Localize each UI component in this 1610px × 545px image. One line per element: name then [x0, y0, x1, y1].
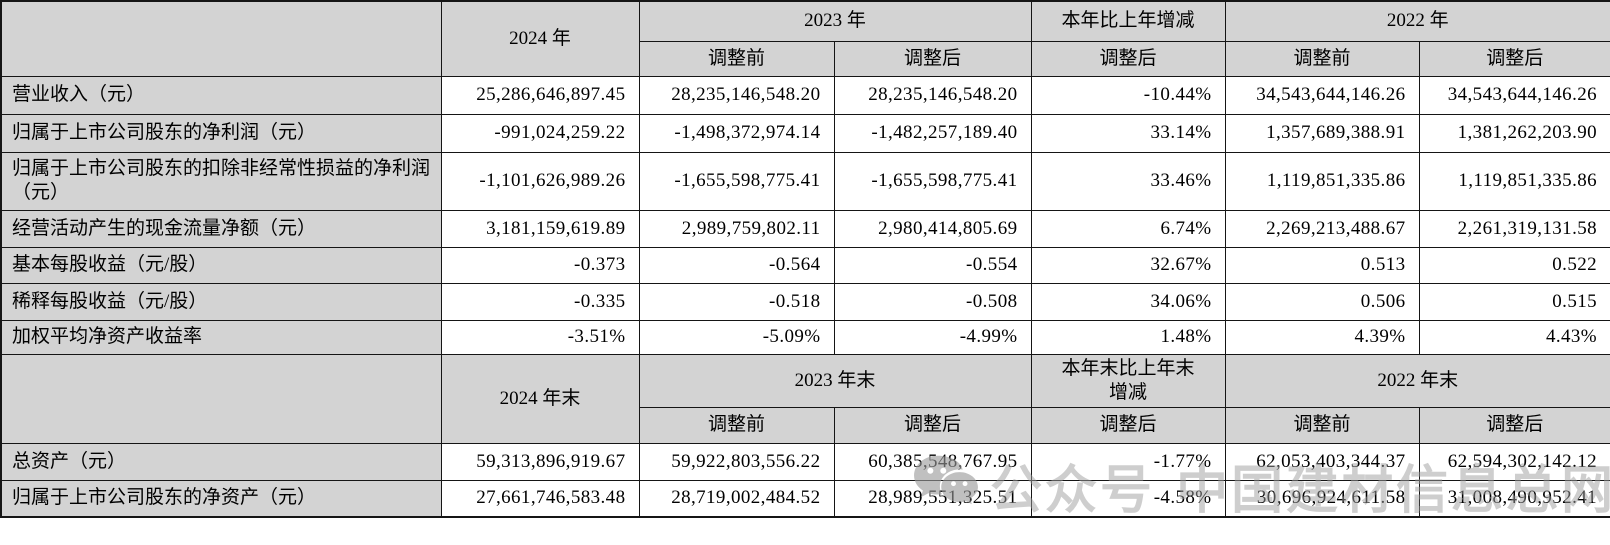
table-row: 总资产（元） 59,313,896,919.67 59,922,803,556.…	[0, 442, 1610, 481]
cell-2023-before: 59,922,803,556.22	[638, 442, 835, 481]
cell-change: 6.74%	[1030, 209, 1226, 248]
header-2022end-adj-after: 调整后	[1418, 406, 1610, 444]
corner-cell	[0, 0, 442, 77]
cell-2022-before: 4.39%	[1224, 319, 1420, 355]
header-year-2022: 2022 年	[1224, 0, 1610, 42]
row-label: 经营活动产生的现金流量净额（元）	[0, 209, 442, 248]
header-yoy-change: 本年比上年增减	[1030, 0, 1226, 42]
cell-2023-after: 28,989,551,325.51	[833, 479, 1032, 518]
header-2023-adj-before: 调整前	[638, 40, 835, 77]
cell-2023-after: 28,235,146,548.20	[833, 75, 1032, 115]
row-label: 总资产（元）	[0, 442, 442, 481]
cell-change: -1.77%	[1030, 442, 1226, 481]
header-2022end-adj-before: 调整前	[1224, 406, 1420, 444]
cell-2022-before: 0.506	[1224, 282, 1420, 321]
cell-2022-after: 62,594,302,142.12	[1418, 442, 1610, 481]
header-2023end-adj-before: 调整前	[638, 406, 835, 444]
header-2023end-adj-after: 调整后	[833, 406, 1032, 444]
cell-2022-after: 2,261,319,131.58	[1418, 209, 1610, 248]
cell-2023-after: -0.508	[833, 282, 1032, 321]
cell-2023-before: 28,719,002,484.52	[638, 479, 835, 518]
cell-2024: -1,101,626,989.26	[440, 151, 640, 211]
row-label: 基本每股收益（元/股）	[0, 246, 442, 284]
cell-2023-before: -0.518	[638, 282, 835, 321]
cell-2022-before: 34,543,644,146.26	[1224, 75, 1420, 115]
cell-2024: 59,313,896,919.67	[440, 442, 640, 481]
header-changeend-adj-after: 调整后	[1030, 406, 1226, 444]
table-row: 归属于上市公司股东的扣除非经常性损益的净利润（元） -1,101,626,989…	[0, 151, 1610, 211]
cell-2022-before: 62,053,403,344.37	[1224, 442, 1420, 481]
cell-change: -10.44%	[1030, 75, 1226, 115]
cell-2022-after: 1,381,262,203.90	[1418, 113, 1610, 153]
cell-2022-before: 1,357,689,388.91	[1224, 113, 1420, 153]
cell-2022-before: 30,696,924,611.58	[1224, 479, 1420, 518]
header-2023-adj-after: 调整后	[833, 40, 1032, 77]
header-change-adj-after: 调整后	[1030, 40, 1226, 77]
table-row: 加权平均净资产收益率 -3.51% -5.09% -4.99% 1.48% 4.…	[0, 319, 1610, 355]
cell-2022-after: 31,008,490,952.41	[1418, 479, 1610, 518]
cell-2022-after: 1,119,851,335.86	[1418, 151, 1610, 211]
header-yearend-2024: 2024 年末	[440, 353, 640, 444]
cell-2024: 25,286,646,897.45	[440, 75, 640, 115]
cell-2023-before: -5.09%	[638, 319, 835, 355]
row-label: 营业收入（元）	[0, 75, 442, 115]
cell-change: 33.46%	[1030, 151, 1226, 211]
row-label: 加权平均净资产收益率	[0, 319, 442, 355]
header-2022-adj-after: 调整后	[1418, 40, 1610, 77]
cell-2023-before: -0.564	[638, 246, 835, 284]
cell-change: -4.58%	[1030, 479, 1226, 518]
row-label: 归属于上市公司股东的扣除非经常性损益的净利润（元）	[0, 151, 442, 211]
cell-change: 1.48%	[1030, 319, 1226, 355]
row-label: 归属于上市公司股东的净资产（元）	[0, 479, 442, 518]
cell-2022-after: 0.522	[1418, 246, 1610, 284]
cell-2023-before: -1,498,372,974.14	[638, 113, 835, 153]
cell-2022-after: 34,543,644,146.26	[1418, 75, 1610, 115]
cell-2023-after: -1,655,598,775.41	[833, 151, 1032, 211]
cell-2023-before: 2,989,759,802.11	[638, 209, 835, 248]
cell-2023-before: -1,655,598,775.41	[638, 151, 835, 211]
cell-change: 34.06%	[1030, 282, 1226, 321]
cell-2023-after: 60,385,548,767.95	[833, 442, 1032, 481]
header-year-2023: 2023 年	[638, 0, 1032, 42]
cell-2024: -3.51%	[440, 319, 640, 355]
cell-2024: -0.335	[440, 282, 640, 321]
table-row: 基本每股收益（元/股） -0.373 -0.564 -0.554 32.67% …	[0, 246, 1610, 284]
row-label: 稀释每股收益（元/股）	[0, 282, 442, 321]
cell-2023-after: -0.554	[833, 246, 1032, 284]
cell-2023-after: -1,482,257,189.40	[833, 113, 1032, 153]
cell-2022-before: 1,119,851,335.86	[1224, 151, 1420, 211]
table-row: 经营活动产生的现金流量净额（元） 3,181,159,619.89 2,989,…	[0, 209, 1610, 248]
cell-change: 33.14%	[1030, 113, 1226, 153]
cell-2022-before: 0.513	[1224, 246, 1420, 284]
cell-2022-before: 2,269,213,488.67	[1224, 209, 1420, 248]
header-yearend-change: 本年末比上年末 增减	[1030, 353, 1226, 408]
cell-2024: 27,661,746,583.48	[440, 479, 640, 518]
financial-summary-table: 2024 年 2023 年 本年比上年增减 2022 年 调整前 调整后 调整后…	[0, 0, 1610, 518]
table-row: 营业收入（元） 25,286,646,897.45 28,235,146,548…	[0, 75, 1610, 115]
table-row: 稀释每股收益（元/股） -0.335 -0.518 -0.508 34.06% …	[0, 282, 1610, 321]
cell-2022-after: 0.515	[1418, 282, 1610, 321]
cell-2023-after: -4.99%	[833, 319, 1032, 355]
header-year-2024: 2024 年	[440, 0, 640, 77]
header-yearend-2023: 2023 年末	[638, 353, 1032, 408]
cell-2024: -991,024,259.22	[440, 113, 640, 153]
cell-2023-before: 28,235,146,548.20	[638, 75, 835, 115]
cell-change: 32.67%	[1030, 246, 1226, 284]
table-row: 归属于上市公司股东的净资产（元） 27,661,746,583.48 28,71…	[0, 479, 1610, 518]
cell-2023-after: 2,980,414,805.69	[833, 209, 1032, 248]
corner-cell	[0, 353, 442, 444]
header-2022-adj-before: 调整前	[1224, 40, 1420, 77]
cell-2024: 3,181,159,619.89	[440, 209, 640, 248]
table-row: 归属于上市公司股东的净利润（元） -991,024,259.22 -1,498,…	[0, 113, 1610, 153]
cell-2022-after: 4.43%	[1418, 319, 1610, 355]
row-label: 归属于上市公司股东的净利润（元）	[0, 113, 442, 153]
cell-2024: -0.373	[440, 246, 640, 284]
header-yearend-2022: 2022 年末	[1224, 353, 1610, 408]
